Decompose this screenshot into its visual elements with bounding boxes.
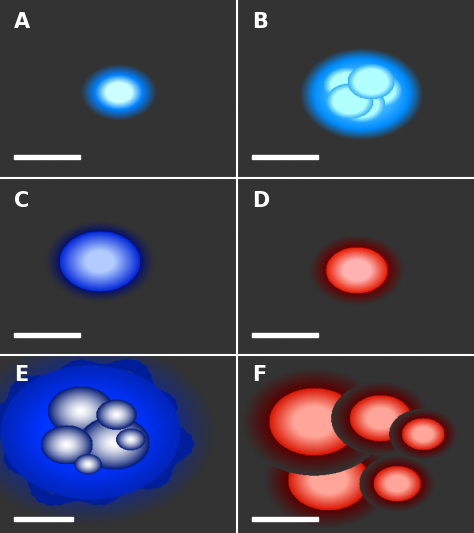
Bar [14,518,73,521]
Bar [252,518,318,521]
Text: D: D [252,190,269,211]
Bar [14,155,80,159]
Text: A: A [14,12,30,33]
Bar [14,333,80,337]
Text: C: C [14,190,29,211]
Text: B: B [252,12,268,33]
Bar [252,333,318,337]
Text: F: F [252,365,266,385]
Bar [252,155,318,159]
Text: E: E [14,365,28,385]
